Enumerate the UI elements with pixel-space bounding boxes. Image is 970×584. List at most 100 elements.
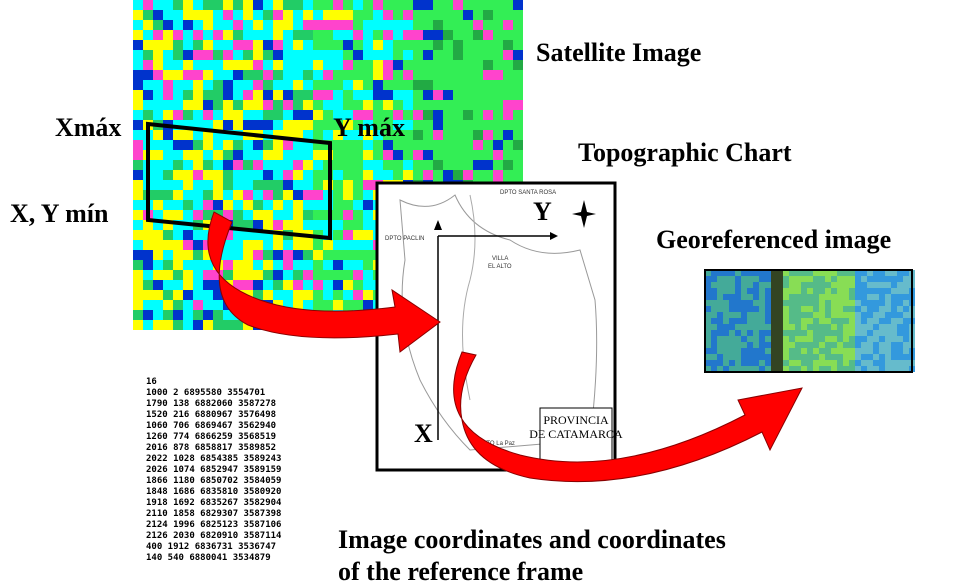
image-texture <box>493 40 503 50</box>
image-texture <box>837 294 843 300</box>
image-texture <box>253 60 263 70</box>
image-texture <box>879 324 885 330</box>
image-texture <box>819 342 825 348</box>
image-texture <box>173 140 183 150</box>
image-texture <box>819 300 825 306</box>
image-texture <box>463 0 473 10</box>
image-texture <box>343 290 353 300</box>
image-texture <box>373 100 383 110</box>
image-texture <box>203 170 213 180</box>
image-texture <box>873 282 879 288</box>
image-texture <box>393 70 403 80</box>
image-texture <box>153 30 163 40</box>
image-texture <box>837 360 843 366</box>
map-text: VILLA <box>492 256 508 262</box>
image-texture <box>503 140 513 150</box>
image-texture <box>837 330 843 336</box>
image-texture <box>717 348 723 354</box>
image-texture <box>855 306 861 312</box>
image-texture <box>213 200 223 210</box>
image-texture <box>759 336 765 342</box>
image-texture <box>153 60 163 70</box>
image-texture <box>513 110 523 120</box>
image-texture <box>183 310 193 320</box>
image-texture <box>393 90 403 100</box>
image-texture <box>473 130 483 140</box>
image-texture <box>879 342 885 348</box>
image-texture <box>717 282 723 288</box>
image-texture <box>183 110 193 120</box>
image-texture <box>403 100 413 110</box>
image-texture <box>831 318 837 324</box>
image-texture <box>897 276 903 282</box>
image-texture <box>373 90 383 100</box>
image-texture <box>843 318 849 324</box>
image-texture <box>153 180 163 190</box>
image-texture <box>233 70 243 80</box>
image-texture <box>513 60 523 70</box>
image-texture <box>825 288 831 294</box>
image-texture <box>825 312 831 318</box>
image-texture <box>885 330 891 336</box>
image-texture <box>861 312 867 318</box>
image-texture <box>483 160 493 170</box>
image-texture <box>777 276 783 282</box>
image-texture <box>503 10 513 20</box>
image-texture <box>753 360 759 366</box>
image-texture <box>711 318 717 324</box>
image-texture <box>223 320 233 330</box>
coordinate-row: 1000 2 6895580 3554701 <box>146 388 265 398</box>
image-texture <box>891 324 897 330</box>
image-texture <box>891 288 897 294</box>
image-texture <box>303 270 313 280</box>
image-texture <box>843 288 849 294</box>
image-texture <box>897 318 903 324</box>
image-texture <box>233 160 243 170</box>
image-texture <box>503 110 513 120</box>
image-texture <box>133 130 143 140</box>
image-texture <box>753 330 759 336</box>
image-texture <box>363 180 373 190</box>
image-texture <box>735 354 741 360</box>
image-texture <box>333 60 343 70</box>
image-texture <box>807 354 813 360</box>
image-texture <box>789 288 795 294</box>
image-texture <box>849 294 855 300</box>
image-texture <box>353 40 363 50</box>
image-texture <box>885 348 891 354</box>
image-texture <box>163 30 173 40</box>
image-texture <box>473 120 483 130</box>
image-texture <box>861 330 867 336</box>
image-texture <box>735 294 741 300</box>
image-texture <box>273 90 283 100</box>
image-texture <box>273 0 283 10</box>
image-texture <box>303 70 313 80</box>
image-texture <box>741 294 747 300</box>
image-texture <box>837 324 843 330</box>
image-texture <box>753 354 759 360</box>
image-texture <box>771 324 777 330</box>
image-texture <box>783 318 789 324</box>
image-texture <box>903 336 909 342</box>
image-texture <box>213 190 223 200</box>
image-texture <box>741 348 747 354</box>
image-texture <box>243 0 253 10</box>
image-texture <box>193 100 203 110</box>
image-texture <box>393 160 403 170</box>
image-texture <box>133 240 143 250</box>
image-texture <box>735 282 741 288</box>
image-texture <box>789 312 795 318</box>
image-texture <box>849 318 855 324</box>
image-texture <box>223 200 233 210</box>
image-texture <box>393 170 403 180</box>
image-texture <box>513 20 523 30</box>
image-texture <box>223 120 233 130</box>
image-texture <box>765 300 771 306</box>
image-texture <box>483 150 493 160</box>
image-texture <box>831 300 837 306</box>
image-texture <box>473 50 483 60</box>
image-texture <box>433 50 443 60</box>
image-texture <box>777 294 783 300</box>
image-texture <box>711 288 717 294</box>
image-texture <box>203 100 213 110</box>
